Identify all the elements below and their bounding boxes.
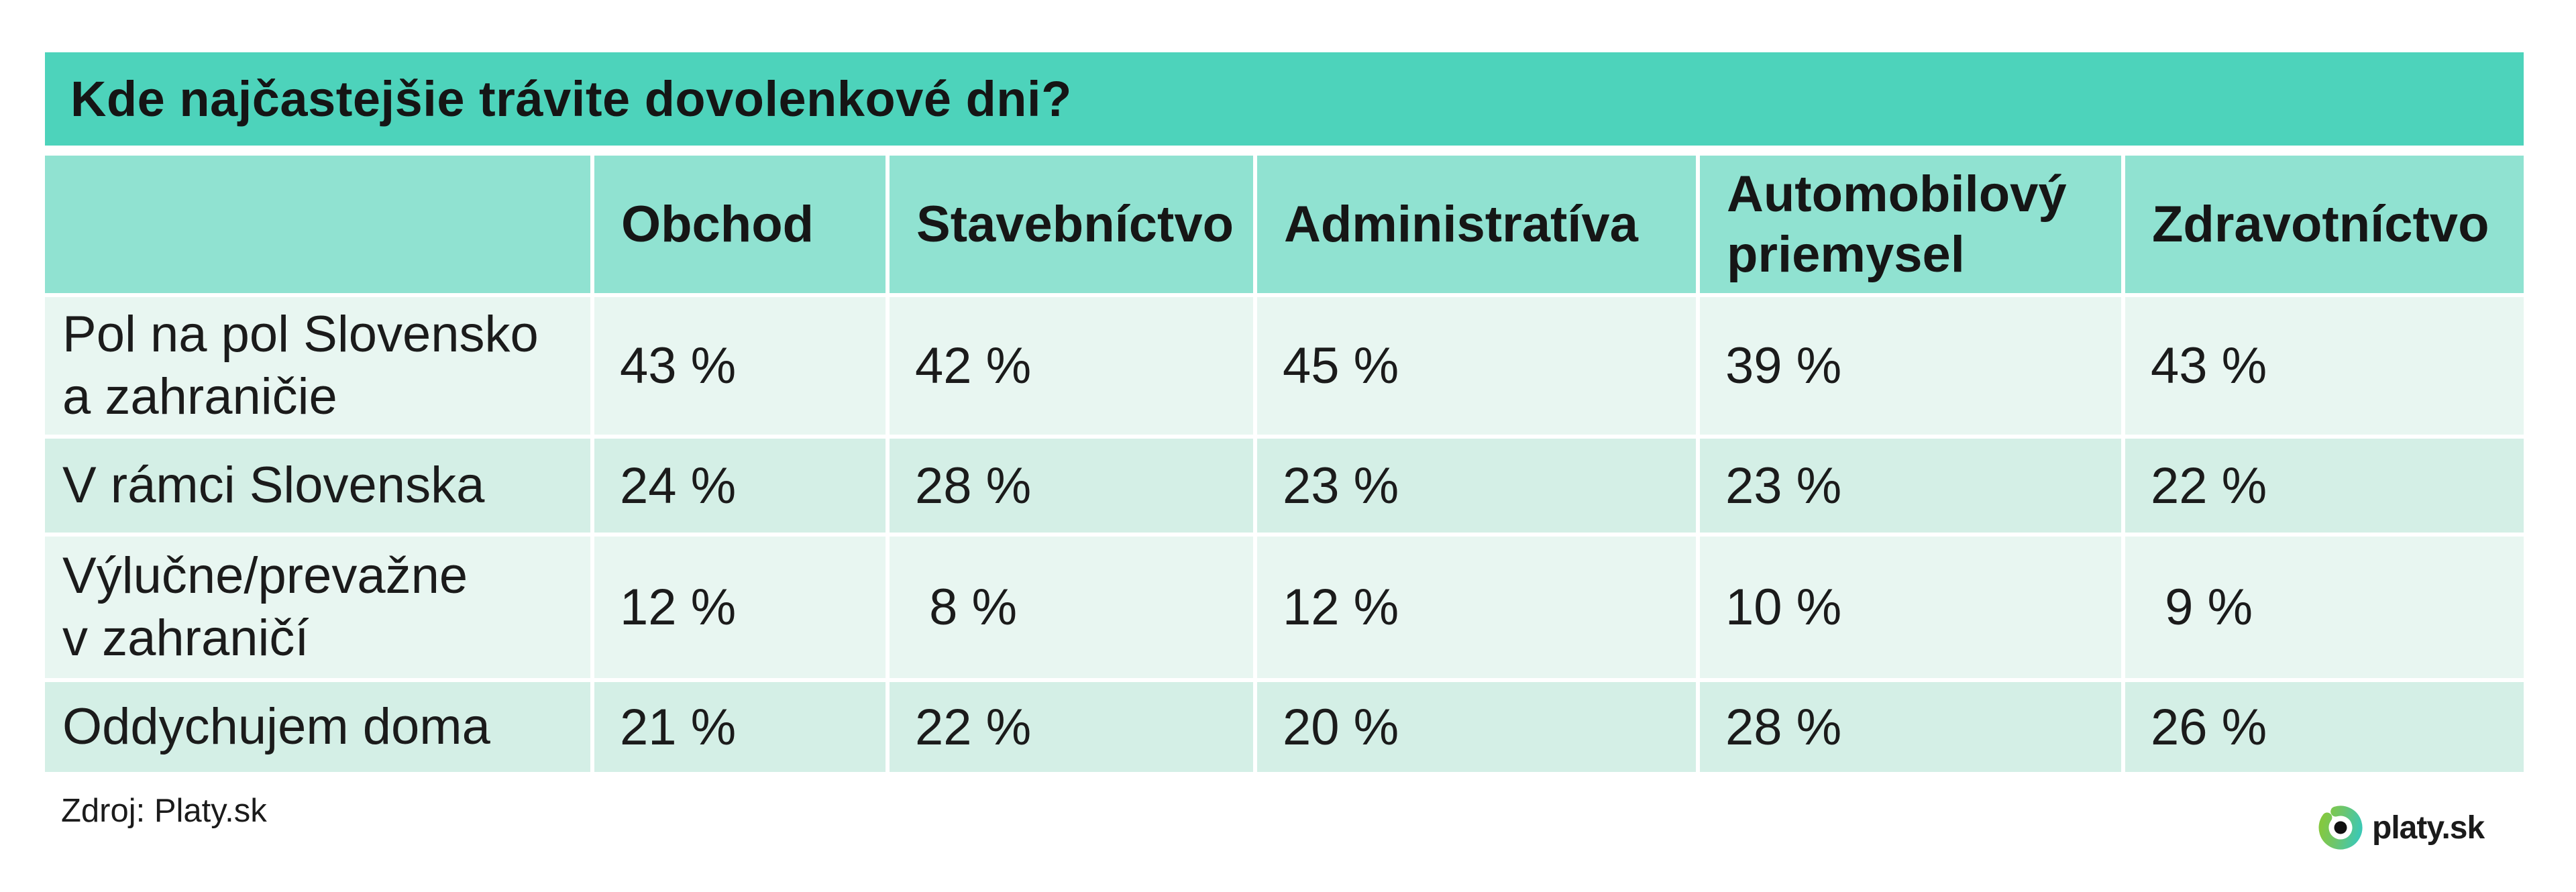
row-label: Pol na pol Slovensko a zahraničie (45, 297, 590, 435)
table-cell: 26 % (2125, 682, 2524, 772)
column-header-stavebnictvo: Stavebníctvo (890, 156, 1253, 293)
title-bar: Kde najčastejšie trávite dovolenkové dni… (45, 52, 2524, 146)
table-cell: 22 % (2125, 439, 2524, 533)
table-cell: 8 % (890, 537, 1253, 678)
table-cell: 23 % (1257, 439, 1696, 533)
row-label: Výlučne/prevažne v zahraničí (45, 537, 590, 678)
table-cell: 20 % (1257, 682, 1696, 772)
table-cell: 45 % (1257, 297, 1696, 435)
table-wrap: Kde najčastejšie trávite dovolenkové dni… (45, 52, 2524, 830)
page-title: Kde najčastejšie trávite dovolenkové dni… (70, 71, 1072, 127)
table-cell: 28 % (890, 439, 1253, 533)
table-cell: 24 % (594, 439, 885, 533)
column-header-zdravotnictvo: Zdravotníctvo (2125, 156, 2524, 293)
platy-logo: platy.sk (2318, 805, 2485, 850)
table-cell: 23 % (1700, 439, 2121, 533)
platy-logo-text: platy.sk (2372, 810, 2485, 846)
table-cell: 22 % (890, 682, 1253, 772)
table-cell: 28 % (1700, 682, 2121, 772)
table-cell: 10 % (1700, 537, 2121, 678)
column-header-empty (45, 156, 590, 293)
table-cell: 43 % (2125, 297, 2524, 435)
table-cell: 12 % (594, 537, 885, 678)
table-cell: 43 % (594, 297, 885, 435)
row-label: Oddychujem doma (45, 682, 590, 772)
platy-logo-ring-icon (2318, 805, 2363, 850)
column-header-administrativa: Administratíva (1257, 156, 1696, 293)
survey-table: Obchod Stavebníctvo Administratíva Autom… (45, 156, 2524, 772)
table-cell: 42 % (890, 297, 1253, 435)
column-header-automobilovy-priemysel: Automobilový priemysel (1700, 156, 2121, 293)
row-label: V rámci Slovenska (45, 439, 590, 533)
column-header-obchod: Obchod (594, 156, 885, 293)
table-cell: 21 % (594, 682, 885, 772)
table-cell: 9 % (2125, 537, 2524, 678)
source-note: Zdroj: Platy.sk (61, 793, 267, 829)
table-cell: 12 % (1257, 537, 1696, 678)
table-cell: 39 % (1700, 297, 2121, 435)
